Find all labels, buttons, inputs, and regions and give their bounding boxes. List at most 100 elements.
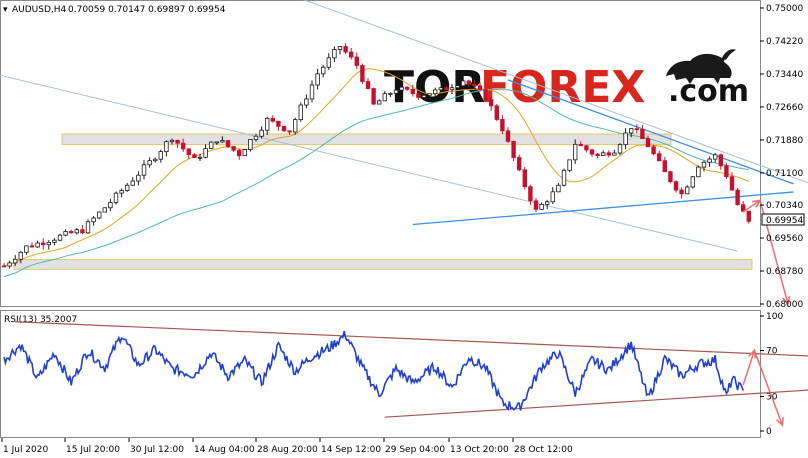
candle [617, 143, 623, 156]
candle [125, 182, 130, 192]
candle [119, 188, 124, 198]
candle-body [713, 154, 718, 160]
candle-body [320, 66, 326, 75]
time-axis: 1 Jul 2020 15 Jul 20:00 30 Jul 12:00 14 Aug… [1, 438, 573, 455]
candle-body [522, 169, 527, 188]
price-tick-label: 0.69560 [766, 234, 803, 244]
candle [382, 91, 387, 102]
candle [517, 154, 522, 172]
candle [276, 120, 281, 131]
moving-average-fast [3, 68, 749, 267]
rsi-tick-label: 100 [766, 312, 783, 322]
candle-body [707, 158, 712, 163]
candle [556, 183, 561, 193]
candle [612, 149, 617, 156]
candle [41, 238, 46, 250]
time-tick-label: 1 Jul 2020 [3, 445, 48, 455]
candle-body [701, 161, 707, 168]
candle [640, 124, 645, 140]
candle [466, 79, 471, 88]
candle [253, 133, 259, 142]
candle-body [662, 160, 667, 173]
candle [404, 86, 410, 92]
rsi-line [3, 331, 744, 411]
trendlines [0, 0, 808, 252]
candle-body [309, 84, 315, 100]
candle [432, 87, 438, 97]
candle-body [97, 211, 102, 219]
candle-body [651, 146, 656, 155]
candle-body [69, 231, 74, 234]
candle [97, 211, 102, 220]
candle-body [242, 149, 247, 157]
candle-body [376, 100, 382, 105]
candle [52, 238, 57, 246]
candle-body [668, 171, 673, 183]
candle-body [214, 141, 219, 144]
candle [315, 68, 320, 90]
candle-body [125, 184, 130, 191]
candle-body [382, 93, 387, 102]
candle [337, 46, 343, 55]
candle-body [550, 191, 555, 203]
candle-body [477, 85, 483, 90]
price-badge: 0.69954 [761, 213, 805, 226]
candle-body [578, 143, 583, 147]
candle [701, 160, 707, 172]
candle-body [561, 169, 567, 186]
candle-body [220, 140, 225, 143]
candle [707, 156, 712, 167]
candle [634, 124, 639, 134]
candle [623, 128, 628, 150]
candle-body [225, 140, 231, 147]
candle-body [623, 132, 628, 146]
candle [147, 157, 152, 168]
candle [500, 114, 505, 134]
candle [729, 172, 735, 191]
candle-body [152, 158, 158, 162]
candle-body [612, 152, 617, 156]
candle [24, 245, 29, 255]
candle [270, 115, 275, 123]
candle [102, 207, 107, 213]
candle [388, 92, 393, 98]
candle-body [595, 153, 600, 156]
candle-body [388, 92, 393, 95]
candle-body [371, 88, 376, 105]
candle [360, 63, 365, 84]
candle-body [192, 154, 197, 158]
candle [488, 96, 494, 111]
candle [713, 153, 718, 163]
time-tick-label: 30 Jul 12:00 [130, 445, 184, 455]
candle-body [253, 135, 259, 140]
candle [231, 146, 236, 153]
candle-body [472, 83, 477, 87]
candle [460, 79, 466, 90]
candle-body [360, 65, 365, 82]
candle [550, 187, 555, 205]
candle-body [511, 140, 516, 158]
candle-body [449, 87, 455, 91]
candle-body [466, 80, 471, 85]
candle [91, 215, 96, 226]
candle-body [1, 265, 7, 268]
candle-body [35, 242, 40, 248]
candle [113, 191, 119, 205]
time-tick-label: 14 Sep 12:00 [321, 445, 381, 455]
candle [421, 93, 427, 101]
candle-body [545, 201, 550, 205]
candle [281, 125, 287, 132]
candle-body [24, 245, 29, 253]
candle-body [399, 86, 404, 91]
candle [438, 87, 443, 92]
candle-body [673, 181, 679, 191]
candle-body [119, 190, 124, 194]
candle [248, 139, 253, 152]
price-tick-label: 0.70340 [766, 201, 803, 211]
candle [545, 199, 550, 210]
candle-body [169, 139, 175, 143]
candle-body [259, 129, 264, 137]
candle-body [393, 89, 399, 94]
candle [74, 227, 79, 235]
candle-body [589, 149, 595, 155]
